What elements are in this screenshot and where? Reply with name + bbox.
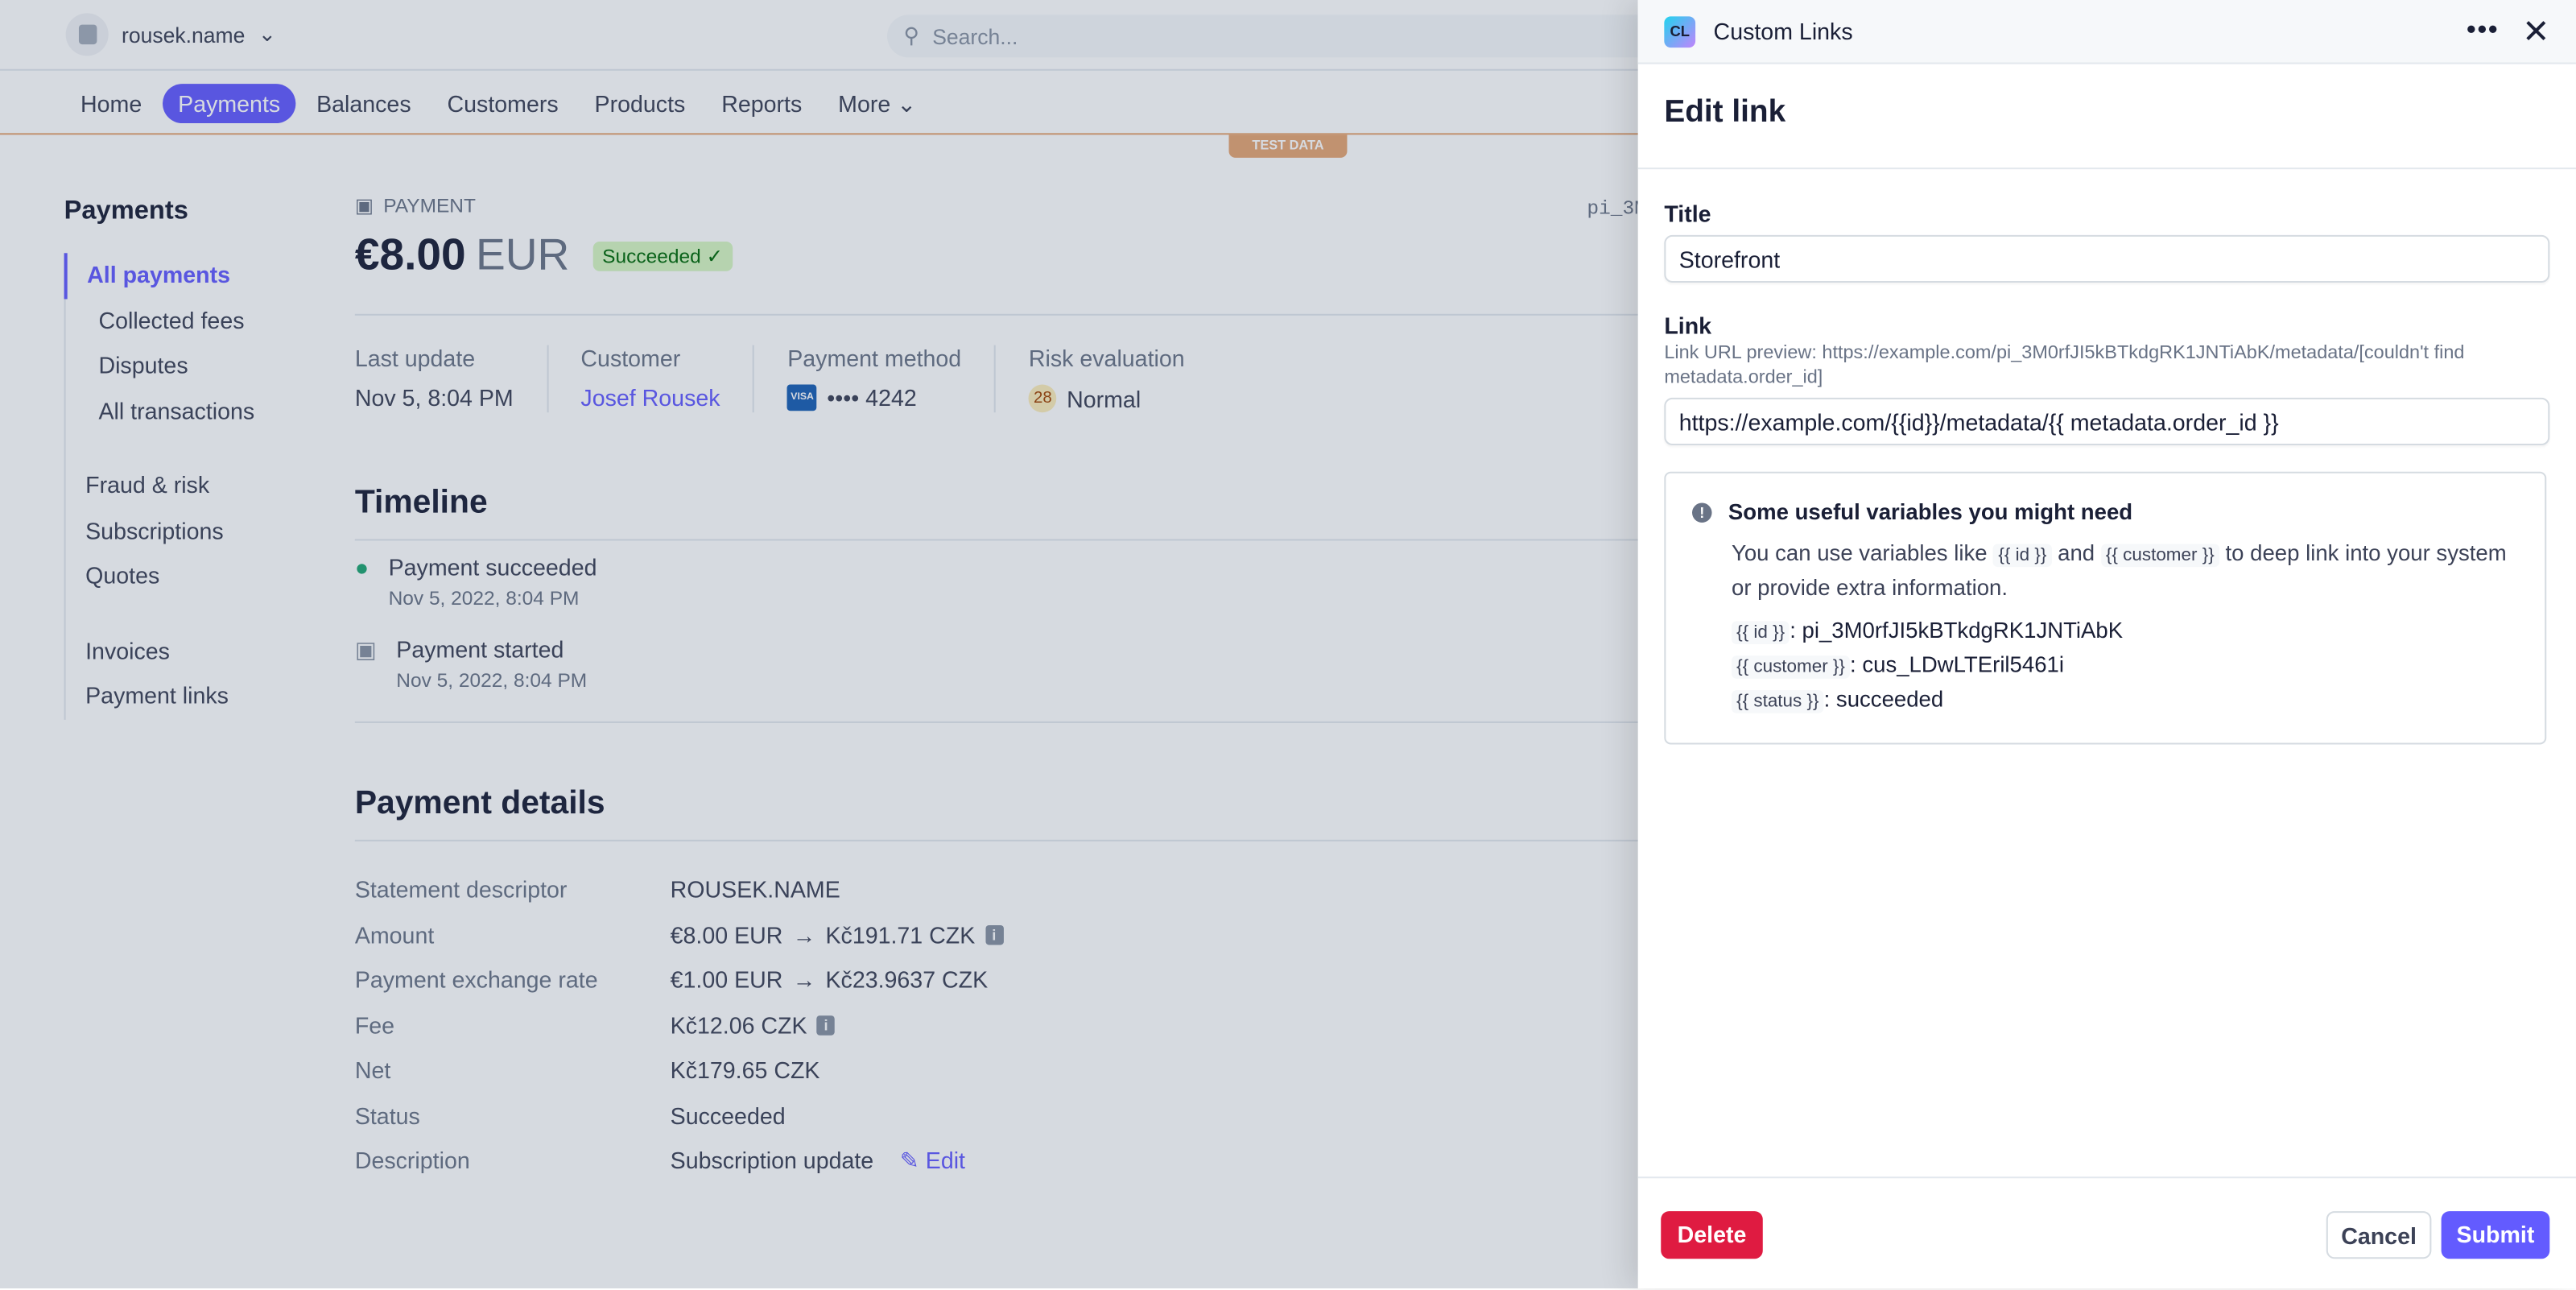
payment-detail: ▣ PAYMENT pi_3M €8.00 EUR Succeeded ✓ Las…: [354, 193, 1653, 1176]
search-input[interactable]: ⚲ Search...: [887, 14, 1693, 58]
account-switcher[interactable]: rousek.name ⌄: [65, 13, 276, 56]
search-placeholder: Search...: [932, 23, 1018, 49]
link-label: Link: [1664, 312, 1712, 339]
info-exclamation-icon: !: [1692, 502, 1712, 522]
payments-sidebar: Payments All payments Collected fees Dis…: [64, 196, 255, 719]
main-nav: Home Payments Balances Customers Product…: [66, 84, 931, 124]
sidebar-item-quotes[interactable]: Quotes: [85, 561, 160, 589]
sidebar-item-all-payments[interactable]: All payments: [64, 253, 255, 299]
sidebar-item-invoices[interactable]: Invoices: [85, 636, 170, 664]
edit-description-button[interactable]: ✎ Edit: [899, 1147, 966, 1174]
payment-id[interactable]: pi_3M: [1587, 196, 1646, 221]
status-badge: Succeeded ✓: [592, 240, 733, 271]
visa-card-icon: VISA: [787, 384, 817, 411]
top-bar: rousek.name ⌄ ⚲ Search...: [0, 0, 2576, 71]
nav-payments[interactable]: Payments: [163, 84, 295, 124]
link-input[interactable]: [1664, 397, 2550, 446]
payment-icon: ▣: [354, 193, 374, 217]
timeline-heading: Timeline: [354, 485, 488, 521]
chevron-down-icon: ⌄: [258, 21, 276, 47]
more-options-icon[interactable]: •••: [2467, 16, 2500, 45]
sidebar-item-all-transactions[interactable]: All transactions: [98, 396, 255, 424]
payment-details-heading: Payment details: [354, 785, 605, 822]
nav-customers[interactable]: Customers: [447, 90, 559, 117]
link-url-preview: Link URL preview: https://example.com/pi…: [1664, 343, 2465, 388]
pencil-icon: ✎: [899, 1147, 919, 1174]
sidebar-title: Payments: [64, 196, 188, 225]
variable-item: {{ status }}: succeeded: [1732, 684, 2545, 718]
variable-item: {{ customer }}: cus_LDwLTEril5461i: [1732, 649, 2545, 684]
payment-amount: €8.00: [354, 229, 466, 279]
account-name: rousek.name: [122, 22, 246, 48]
nav-balances[interactable]: Balances: [316, 90, 411, 117]
search-icon: ⚲: [903, 23, 919, 48]
timeline-event: ▣ Payment started Nov 5, 2022, 8:04 PM: [354, 635, 588, 693]
payment-icon: ▣: [354, 635, 377, 663]
stat-risk: Risk evaluation 28 Normal: [994, 345, 1217, 413]
variables-list: {{ id }}: pi_3M0rfJI5kBTkdgRK1JNTiAbK {{…: [1666, 614, 2545, 718]
timeline-event: ● Payment succeeded Nov 5, 2022, 8:04 PM: [354, 553, 597, 610]
arrow-right-icon: →: [792, 920, 816, 948]
close-icon[interactable]: ✕: [2522, 14, 2550, 51]
help-text: You can use variables like {{ id }} and …: [1732, 540, 2507, 600]
sidebar-item-collected-fees[interactable]: Collected fees: [98, 306, 245, 333]
delete-button[interactable]: Delete: [1661, 1211, 1763, 1259]
submit-button[interactable]: Submit: [2441, 1211, 2550, 1259]
custom-links-panel: CL Custom Links ••• ✕ Edit link Title Li…: [1637, 0, 2576, 1290]
sidebar-item-payment-links[interactable]: Payment links: [85, 681, 229, 709]
check-circle-icon: ●: [354, 553, 369, 581]
cancel-button[interactable]: Cancel: [2326, 1211, 2432, 1259]
store-icon: [65, 13, 109, 56]
nav-products[interactable]: Products: [594, 90, 686, 117]
panel-heading: Edit link: [1637, 64, 2576, 170]
stat-payment-method: Payment method VISA •••• 4242: [753, 345, 994, 413]
stat-customer: Customer Josef Rousek: [546, 345, 753, 413]
nav-more-label: More: [838, 90, 891, 117]
stat-last-update: Last update Nov 5, 8:04 PM: [354, 345, 514, 411]
arrow-right-icon: →: [792, 965, 816, 993]
sidebar-item-fraud-risk[interactable]: Fraud & risk: [85, 471, 210, 498]
variables-help-box: ! Some useful variables you might need Yo…: [1664, 471, 2547, 745]
payment-kicker: PAYMENT: [383, 193, 476, 217]
nav-home[interactable]: Home: [80, 90, 142, 117]
payment-currency: EUR: [475, 229, 570, 279]
nav-reports[interactable]: Reports: [721, 90, 803, 117]
risk-score: 28: [1028, 384, 1057, 413]
test-mode-line: [0, 133, 2576, 135]
customer-link[interactable]: Josef Rousek: [580, 384, 720, 411]
variable-item: {{ id }}: pi_3M0rfJI5kBTkdgRK1JNTiAbK: [1732, 614, 2545, 649]
app-icon: CL: [1664, 15, 1696, 48]
title-label: Title: [1664, 200, 1711, 227]
test-data-badge: TEST DATA: [1228, 134, 1348, 158]
info-icon[interactable]: i: [816, 1015, 836, 1036]
title-input[interactable]: [1664, 234, 2550, 283]
sidebar-item-disputes[interactable]: Disputes: [98, 351, 188, 378]
help-title: Some useful variables you might need: [1728, 499, 2133, 525]
payment-details-list: Statement descriptor ROUSEK.NAME Amount €8…: [355, 874, 1653, 1176]
sidebar-item-subscriptions[interactable]: Subscriptions: [85, 516, 224, 544]
nav-more[interactable]: More ⌄: [838, 90, 917, 117]
info-icon[interactable]: i: [985, 924, 1004, 945]
app-name: Custom Links: [1713, 18, 1853, 45]
panel-footer: Delete Cancel Submit: [1637, 1176, 2576, 1290]
